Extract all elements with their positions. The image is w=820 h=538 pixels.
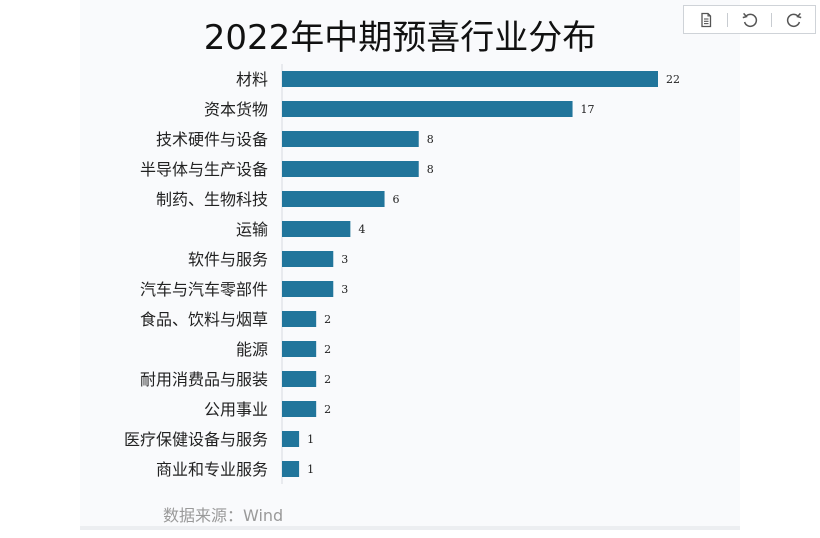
category-label: 汽车与汽车零部件 bbox=[140, 280, 268, 299]
panel-bottom-edge bbox=[80, 526, 740, 530]
data-label: 8 bbox=[427, 163, 434, 176]
category-label: 医疗保健设备与服务 bbox=[124, 430, 268, 449]
undo-icon bbox=[742, 12, 757, 27]
source-note: 数据来源：Wind bbox=[163, 506, 284, 525]
bar[interactable] bbox=[282, 281, 334, 297]
view-data-button[interactable] bbox=[684, 6, 727, 33]
bar[interactable] bbox=[282, 221, 351, 237]
document-icon bbox=[700, 12, 711, 27]
category-label: 食品、饮料与烟草 bbox=[140, 310, 268, 329]
data-label: 3 bbox=[341, 283, 348, 296]
chart-toolbar bbox=[683, 5, 816, 34]
data-label: 8 bbox=[427, 133, 434, 146]
data-label: 6 bbox=[393, 193, 400, 206]
data-label: 2 bbox=[324, 403, 331, 416]
bar[interactable] bbox=[282, 161, 419, 177]
category-label: 制药、生物科技 bbox=[156, 190, 268, 209]
category-label: 公用事业 bbox=[204, 400, 268, 419]
data-label: 2 bbox=[324, 313, 331, 326]
data-label: 17 bbox=[581, 103, 595, 116]
bar[interactable] bbox=[282, 101, 573, 117]
category-label: 运输 bbox=[236, 220, 268, 239]
category-label: 半导体与生产设备 bbox=[140, 160, 268, 179]
toolbar-divider bbox=[727, 12, 728, 27]
category-label: 技术硬件与设备 bbox=[156, 130, 268, 149]
bar[interactable] bbox=[282, 431, 300, 447]
toolbar-divider bbox=[771, 12, 772, 27]
chart-title: 2022年中期预喜行业分布 bbox=[203, 18, 597, 58]
category-label: 能源 bbox=[236, 340, 268, 359]
data-label: 1 bbox=[307, 433, 314, 446]
data-label: 22 bbox=[666, 73, 680, 86]
data-label: 4 bbox=[358, 223, 365, 236]
category-label: 资本货物 bbox=[204, 100, 268, 119]
category-label: 材料 bbox=[236, 70, 268, 89]
refresh-icon bbox=[786, 12, 801, 27]
data-label: 2 bbox=[324, 343, 331, 356]
data-label: 1 bbox=[307, 463, 314, 476]
refresh-button[interactable] bbox=[772, 6, 815, 33]
data-label: 3 bbox=[341, 253, 348, 266]
bar[interactable] bbox=[282, 191, 385, 207]
bar[interactable] bbox=[282, 461, 300, 477]
chart-panel bbox=[80, 0, 740, 528]
category-label: 商业和专业服务 bbox=[156, 460, 268, 479]
undo-button[interactable] bbox=[728, 6, 771, 33]
bar[interactable] bbox=[282, 341, 317, 357]
bar[interactable] bbox=[282, 371, 317, 387]
bar[interactable] bbox=[282, 131, 419, 147]
bar[interactable] bbox=[282, 71, 658, 87]
data-label: 2 bbox=[324, 373, 331, 386]
category-label: 耐用消费品与服装 bbox=[140, 370, 268, 389]
bar[interactable] bbox=[282, 251, 334, 267]
bar[interactable] bbox=[282, 401, 317, 417]
bar[interactable] bbox=[282, 311, 317, 327]
category-label: 软件与服务 bbox=[188, 250, 268, 269]
